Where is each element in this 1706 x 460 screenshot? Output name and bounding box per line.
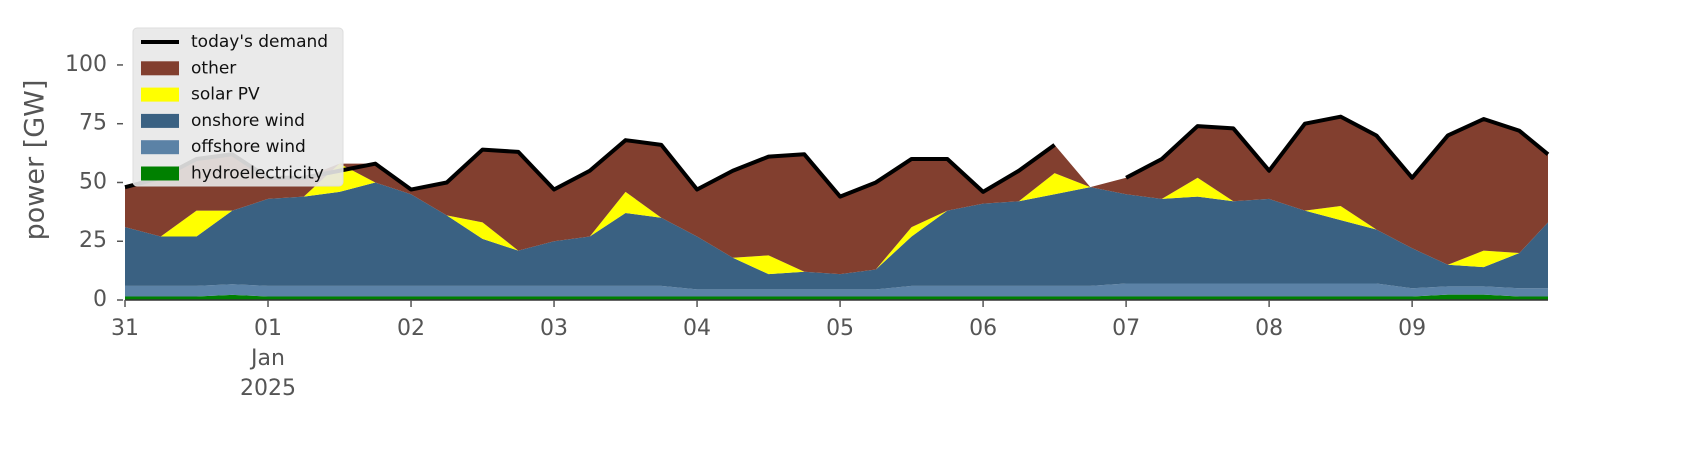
- legend-swatch: [141, 87, 179, 102]
- legend-label: today's demand: [191, 32, 328, 52]
- x-tick-label: 31: [111, 316, 139, 341]
- y-tick-label: 100: [65, 52, 107, 77]
- legend-label: offshore wind: [191, 137, 306, 157]
- area: [125, 182, 1548, 290]
- legend-label: solar PV: [191, 85, 260, 105]
- legend-label: onshore wind: [191, 111, 305, 131]
- x-tick-label: 07: [1112, 316, 1141, 341]
- legend-label: other: [191, 58, 236, 78]
- x-tick-label: 08: [1255, 316, 1284, 341]
- legend-swatch: [141, 140, 179, 155]
- x-tick-label: 09: [1398, 316, 1427, 341]
- x-tick-label: 03: [540, 316, 569, 341]
- y-tick-label: 75: [79, 111, 107, 136]
- area: [125, 283, 1548, 297]
- area: [125, 163, 1548, 275]
- x-tick-label: 05: [826, 316, 855, 341]
- legend-swatch: [141, 166, 179, 181]
- y-tick-label: 0: [93, 287, 107, 312]
- x-tick-label: 06: [969, 316, 998, 341]
- legend-box: [132, 27, 344, 187]
- area: [125, 294, 1548, 300]
- x-tick-label: 01 Jan 2025: [240, 316, 296, 401]
- y-tick-label: 50: [79, 169, 107, 194]
- y-tick-label: 25: [79, 228, 107, 253]
- legend-swatch: [141, 61, 179, 76]
- legend-label: hydroelectricity: [191, 164, 324, 184]
- x-tick-label: 02: [397, 316, 426, 341]
- x-tick-label: 04: [683, 316, 712, 341]
- y-axis-label: power [GW]: [20, 80, 51, 241]
- legend-swatch: [141, 113, 179, 128]
- legend: today's demand other solar PV onshore wind o…: [132, 27, 344, 187]
